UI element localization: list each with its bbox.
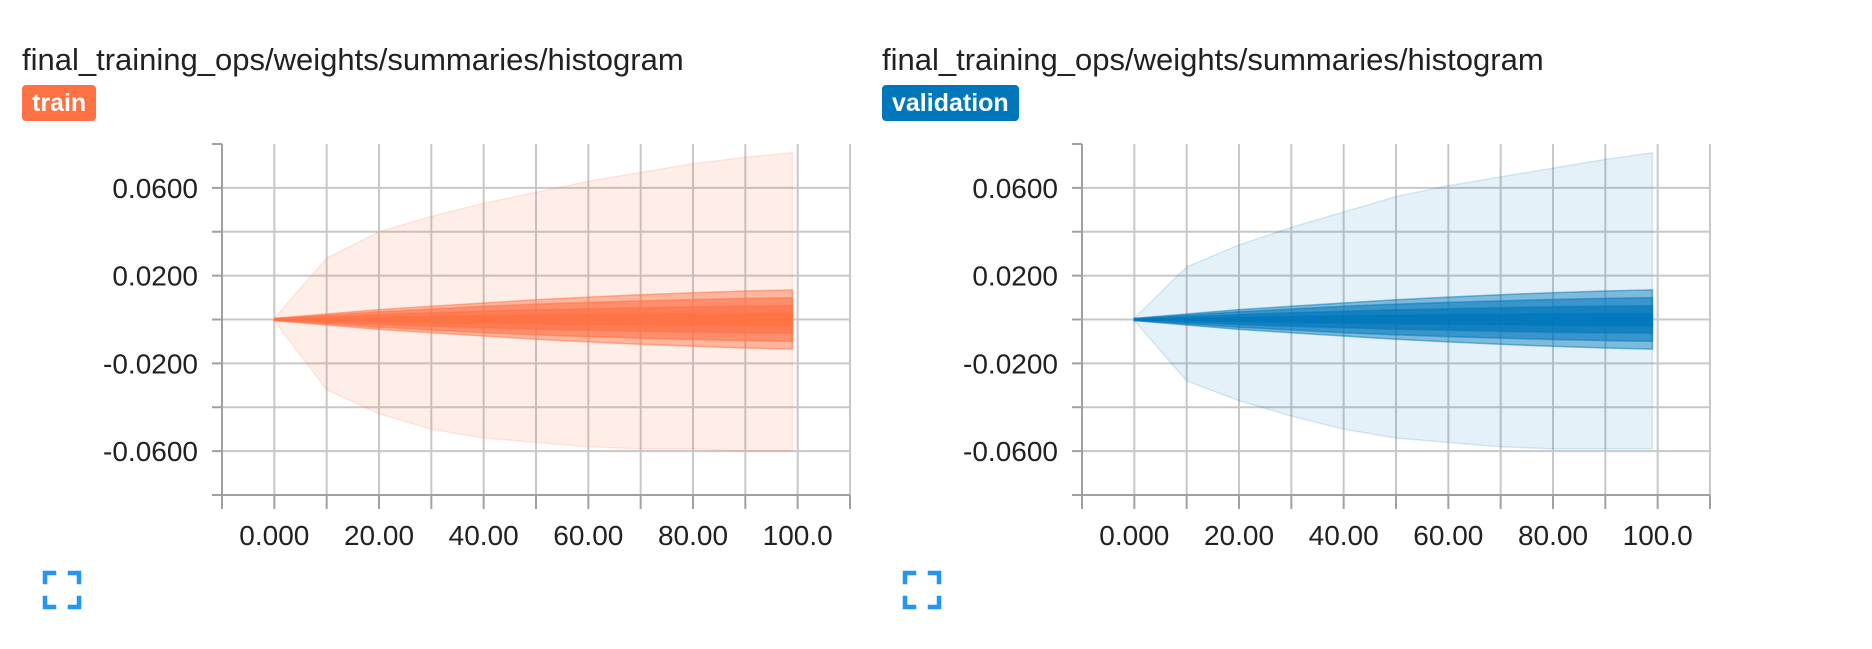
run-tag-validation: validation (882, 85, 1019, 121)
histogram-band-4 (273, 312, 794, 327)
card-title: final_training_ops/weights/summaries/his… (882, 42, 1544, 77)
x-tick-label: 100.0 (763, 520, 833, 551)
x-tick-label: 40.00 (449, 520, 519, 551)
y-tick-label: 0.0200 (972, 261, 1058, 292)
y-tick-label: 0.0600 (112, 173, 198, 204)
histogram-card-train: final_training_ops/weights/summaries/his… (0, 0, 860, 649)
x-tick-label: 100.0 (1623, 520, 1693, 551)
histogram-band-0 (1133, 151, 1654, 450)
histogram-chart[interactable]: 0.000 20.00 40.00 60.00 80.00 100.0 0.0600 0.02… (860, 0, 1720, 560)
x-tick-label: 0.000 (239, 520, 309, 551)
x-tick-label: 40.00 (1309, 520, 1379, 551)
y-tick-label: 0.0200 (112, 261, 198, 292)
x-tick-label: 20.00 (1204, 520, 1274, 551)
fullscreen-icon[interactable] (902, 570, 942, 610)
y-tick-label: -0.0600 (963, 436, 1058, 467)
x-tick-label: 80.00 (1518, 520, 1588, 551)
histogram-band-4 (1133, 312, 1654, 327)
run-tag-train: train (22, 85, 97, 121)
y-tick-label: -0.0200 (963, 348, 1058, 379)
x-tick-label: 20.00 (344, 520, 414, 551)
x-tick-label: 60.00 (1413, 520, 1483, 551)
y-tick-label: -0.0600 (103, 436, 198, 467)
x-tick-label: 60.00 (553, 520, 623, 551)
x-tick-label: 0.000 (1099, 520, 1169, 551)
y-tick-label: 0.0600 (972, 173, 1058, 204)
histogram-card-validation: final_training_ops/weights/summaries/his… (860, 0, 1720, 649)
histogram-chart[interactable]: 0.000 20.00 40.00 60.00 80.00 100.0 0.0600 0.02… (0, 0, 860, 560)
fullscreen-icon[interactable] (42, 570, 82, 610)
y-tick-label: -0.0200 (103, 348, 198, 379)
card-title: final_training_ops/weights/summaries/his… (22, 42, 684, 77)
x-tick-label: 80.00 (658, 520, 728, 551)
histogram-band-0 (273, 151, 794, 452)
